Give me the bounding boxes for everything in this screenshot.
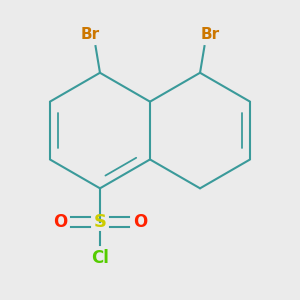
Text: S: S [94,213,106,231]
Text: Br: Br [80,27,100,42]
Text: O: O [53,213,67,231]
Text: Br: Br [200,27,220,42]
Text: O: O [133,213,147,231]
Text: Cl: Cl [91,249,109,267]
